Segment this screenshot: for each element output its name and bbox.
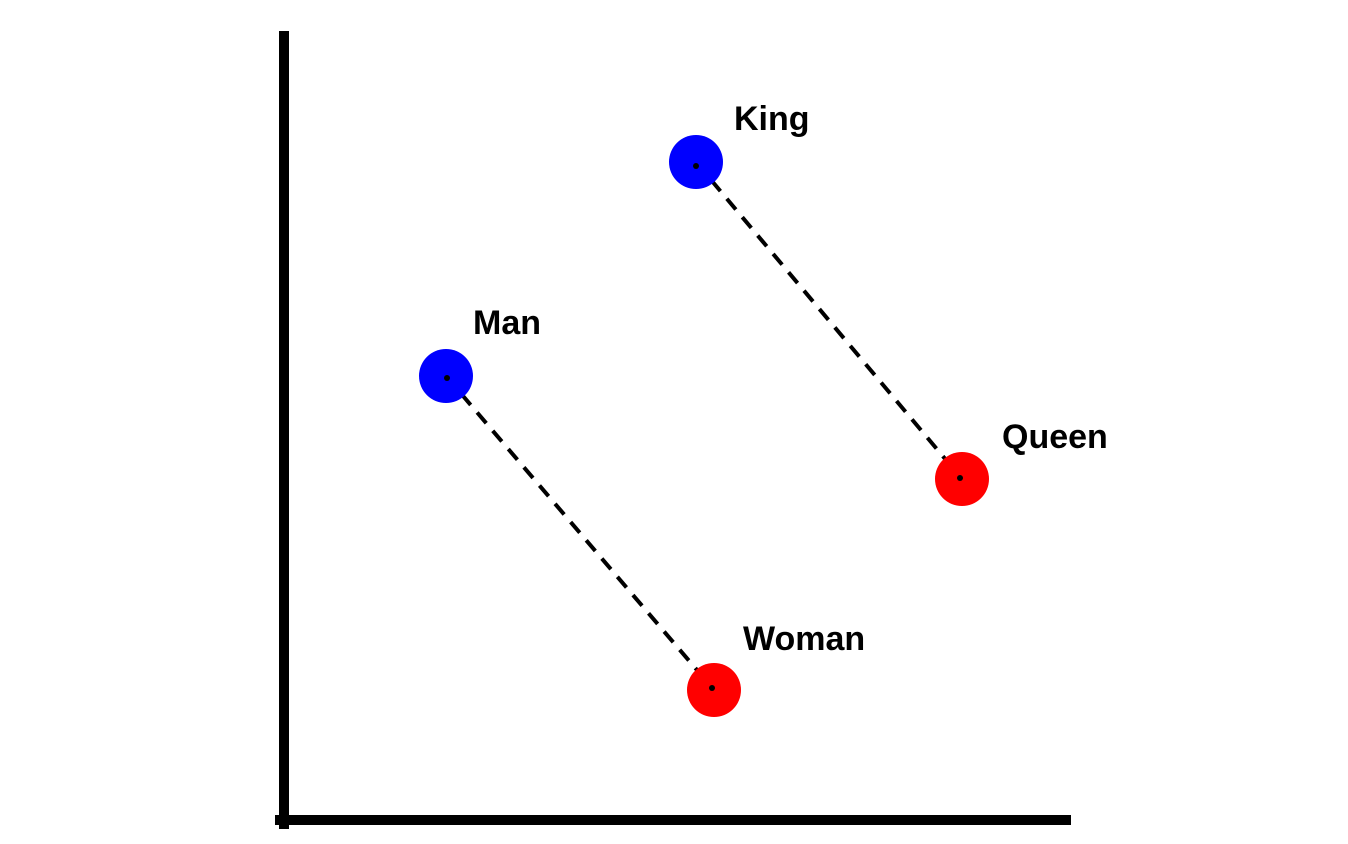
king-marker [669,135,723,189]
point-queen: Queen [935,418,1108,506]
woman-center-dot [709,685,715,691]
point-woman: Woman [687,620,865,717]
point-man: Man [419,304,541,403]
king-label: King [734,100,810,138]
king-queen-connector [694,160,964,481]
man-label: Man [473,304,541,342]
man-center-dot [444,375,450,381]
man-woman-connector [444,374,716,692]
woman-label: Woman [743,620,865,658]
queen-label: Queen [1002,418,1108,456]
point-king: King [669,100,810,189]
king-center-dot [693,163,699,169]
queen-center-dot [957,475,963,481]
